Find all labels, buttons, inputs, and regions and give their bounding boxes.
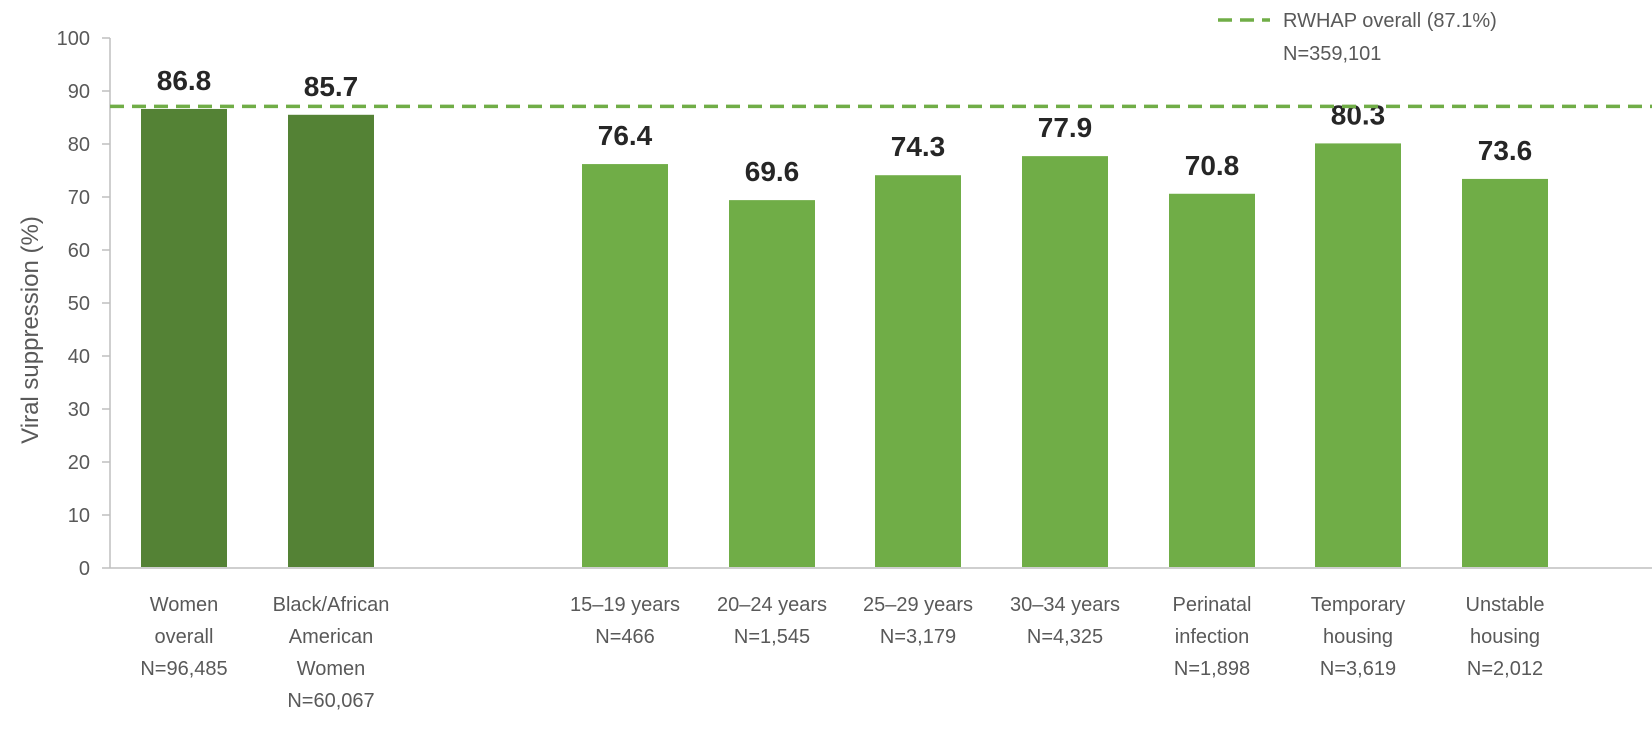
category-label-line: housing xyxy=(1470,626,1540,648)
category-label-line: 20–24 years xyxy=(717,594,827,616)
category-label-line: N=466 xyxy=(595,626,655,648)
data-label: 86.8 xyxy=(157,65,212,96)
bar xyxy=(727,198,817,569)
y-tick-label: 0 xyxy=(79,558,90,580)
y-axis: 0 10 20 30 40 50 60 70 80 90 100 xyxy=(57,28,111,580)
category-label-line: Unstable xyxy=(1466,594,1545,616)
legend-label: RWHAP overall (87.1%) xyxy=(1283,10,1497,32)
category-label-line: Black/African xyxy=(273,594,390,616)
y-tick-label: 40 xyxy=(68,346,90,368)
category-label-line: infection xyxy=(1175,626,1250,648)
category-label-line: 30–34 years xyxy=(1010,594,1120,616)
data-label: 73.6 xyxy=(1478,135,1533,166)
bar xyxy=(580,162,670,570)
legend: RWHAP overall (87.1%) N=359,101 xyxy=(1218,10,1497,65)
data-label: 85.7 xyxy=(304,71,359,102)
bar xyxy=(1460,176,1550,569)
bar xyxy=(1020,154,1110,569)
data-label: 80.3 xyxy=(1331,99,1386,130)
category-label: 20–24 years N=1,545 xyxy=(717,594,827,648)
category-label-line: Perinatal xyxy=(1173,594,1252,616)
category-label: Temporary housing N=3,619 xyxy=(1311,594,1405,680)
bar xyxy=(1167,191,1257,569)
y-tick-label: 90 xyxy=(68,81,90,103)
category-label-line: N=2,012 xyxy=(1467,658,1543,680)
legend-label: N=359,101 xyxy=(1283,43,1381,65)
data-label: 69.6 xyxy=(745,156,800,187)
category-label-line: 25–29 years xyxy=(863,594,973,616)
category-label-line: Temporary xyxy=(1311,594,1405,616)
bar xyxy=(1313,141,1403,569)
bar xyxy=(873,173,963,570)
category-label-line: 15–19 years xyxy=(570,594,680,616)
category-label: Perinatal infection N=1,898 xyxy=(1173,594,1252,680)
data-label: 76.4 xyxy=(598,120,653,151)
y-tick-label: 70 xyxy=(68,187,90,209)
category-label-line: N=4,325 xyxy=(1027,626,1103,648)
y-tick-label: 60 xyxy=(68,240,90,262)
x-axis: Women overall N=96,485 Black/African America… xyxy=(110,567,1652,712)
data-label: 74.3 xyxy=(891,131,946,162)
category-label-line: N=1,898 xyxy=(1174,658,1250,680)
category-label: 30–34 years N=4,325 xyxy=(1010,594,1120,648)
category-label-line: Women xyxy=(150,594,219,616)
category-label-line: N=60,067 xyxy=(287,690,374,712)
y-tick-label: 50 xyxy=(68,293,90,315)
category-label: Unstable housing N=2,012 xyxy=(1466,594,1545,680)
category-label-line: housing xyxy=(1323,626,1393,648)
y-tick-label: 10 xyxy=(68,505,90,527)
y-tick-label: 20 xyxy=(68,452,90,474)
bar xyxy=(286,112,376,569)
category-label: 25–29 years N=3,179 xyxy=(863,594,973,648)
category-label-line: N=3,619 xyxy=(1320,658,1396,680)
data-label: 70.8 xyxy=(1185,150,1240,181)
y-tick-label: 100 xyxy=(57,28,90,50)
category-label: Women overall N=96,485 xyxy=(140,594,227,680)
y-axis-title: Viral suppression (%) xyxy=(17,216,44,444)
y-tick-label: 80 xyxy=(68,134,90,156)
category-label: Black/African American Women N=60,067 xyxy=(273,594,390,712)
category-label-line: overall xyxy=(155,626,214,648)
category-label-line: N=1,545 xyxy=(734,626,810,648)
bars: 86.8 85.7 76.4 69.6 74.3 77.9 70.8 80.3 73.6 xyxy=(139,65,1550,570)
bar xyxy=(139,106,229,570)
data-label: 77.9 xyxy=(1038,112,1093,143)
y-tick-label: 30 xyxy=(68,399,90,421)
category-label-line: Women xyxy=(297,658,366,680)
category-label: 15–19 years N=466 xyxy=(570,594,680,648)
category-label-line: N=3,179 xyxy=(880,626,956,648)
category-label-line: American xyxy=(289,626,373,648)
category-label-line: N=96,485 xyxy=(140,658,227,680)
